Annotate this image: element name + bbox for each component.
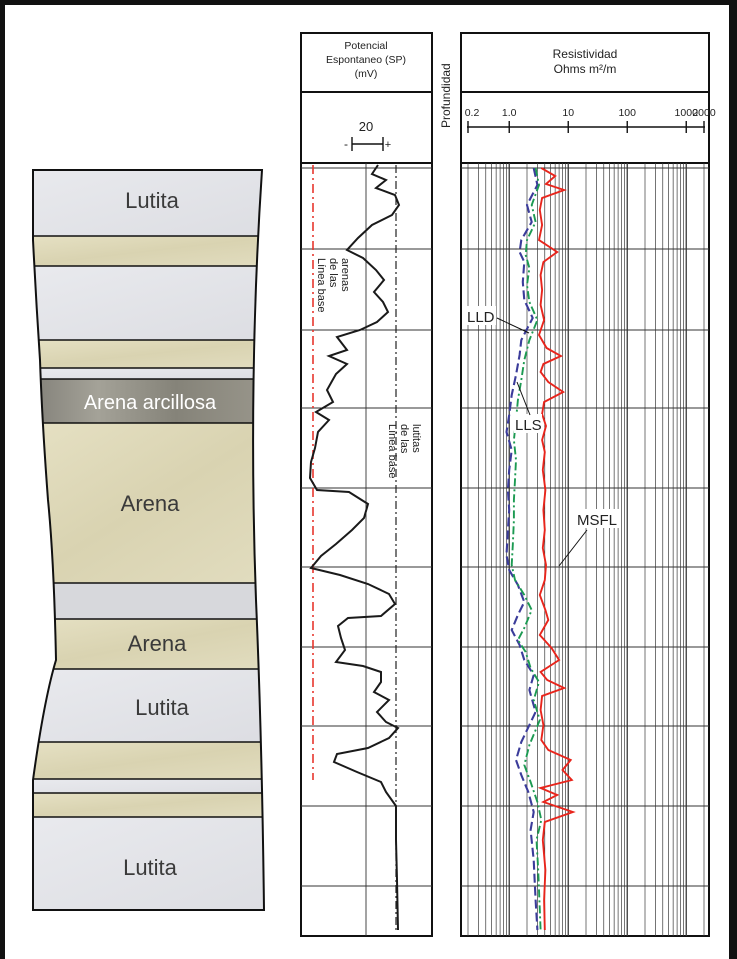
layer-boundaries <box>33 235 264 818</box>
lithology-label-lutita: Lutita <box>135 695 190 720</box>
sp-curve <box>308 164 401 931</box>
lithology-label-arena: Arena <box>128 631 187 656</box>
lithology-label-lutita: Lutita <box>123 855 178 880</box>
lld-curve-label: LLD <box>467 309 495 326</box>
sp-scale-plus: + <box>385 139 391 151</box>
lls-label-bg <box>514 414 542 433</box>
lithology-label-arena-arcillosa: Arena arcillosa <box>84 392 217 414</box>
shale-baseline-label-line1: Línea base <box>386 424 398 478</box>
sp-scale-value: 20 <box>359 119 373 134</box>
sand-layer <box>33 742 264 779</box>
resistivity-depth-gridlines <box>461 167 709 887</box>
shale-baseline-label: Línea base de las lutitas <box>386 424 422 478</box>
lithology-label-lutita: Lutita <box>125 188 180 213</box>
resistivity-track: Resistividad Ohms m²/m 0.2 1.0 10 100 100020… <box>460 32 716 937</box>
sp-track: Potencial Espontaneo (SP) (mV) 20 - + Lí… <box>300 32 433 937</box>
sand-layer <box>33 236 264 266</box>
shale-baseline-label-line3: lutitas <box>410 424 422 453</box>
sp-scale-minus: - <box>344 137 348 151</box>
sand-layer <box>33 793 264 817</box>
sand-layer <box>33 423 264 583</box>
sp-track-frame <box>300 32 433 937</box>
sand-baseline-label-line2: de las <box>327 258 339 288</box>
resistivity-tick-label: 10 <box>562 107 574 119</box>
resistivity-tick-label: 1000 <box>675 107 699 119</box>
shale-layer <box>33 779 264 793</box>
frame-left-border <box>0 0 5 959</box>
sand-baseline-label: Línea base de las arenas <box>315 258 351 312</box>
resistivity-tick-label: 100 <box>618 107 636 119</box>
sp-header-unit: (mV) <box>355 68 378 80</box>
shale-layer <box>33 368 264 379</box>
lithology-column-outline <box>32 169 266 911</box>
shale-baseline-label-line2: de las <box>398 424 410 454</box>
lld-label-pointer <box>496 317 530 334</box>
msfl-curve <box>537 167 576 931</box>
shale-layer <box>33 669 264 742</box>
sp-header-title: Potencial <box>344 40 387 52</box>
msfl-label-bg <box>576 509 620 528</box>
shale-layer <box>33 817 264 910</box>
frame-top-border <box>0 0 737 5</box>
sand-baseline-label-line1: Línea base <box>315 258 327 312</box>
resistivity-track-frame <box>460 32 710 937</box>
resistivity-tick-label: 2000 <box>692 107 716 119</box>
lld-label-bg <box>466 306 496 325</box>
sand-baseline-label-line3: arenas <box>339 258 351 292</box>
shaly-sand-layer <box>33 379 264 423</box>
lls-curve-label: LLS <box>515 417 542 434</box>
resistivity-tick-label: 1.0 <box>502 107 517 119</box>
sand-layer <box>33 619 264 669</box>
sand-layer <box>33 340 264 368</box>
msfl-curve-label: MSFL <box>577 512 617 529</box>
sp-depth-gridlines <box>301 163 432 936</box>
lls-curve <box>510 167 543 931</box>
lls-label-pointer <box>516 381 531 416</box>
lithology-column <box>33 170 264 910</box>
msfl-label-pointer <box>558 529 588 567</box>
shale-layer <box>33 170 264 240</box>
frame-right-border <box>729 0 737 959</box>
sp-scale-bar <box>351 137 384 151</box>
lld-curve <box>505 167 539 931</box>
depth-track-label: Profundidad <box>439 63 453 128</box>
shale-layer <box>33 583 264 619</box>
resistivity-tick-label: 0.2 <box>465 107 480 119</box>
resistivity-header-title: Resistividad <box>553 47 618 61</box>
resistivity-log-gridlines <box>467 163 705 936</box>
shale-layer <box>33 266 264 340</box>
sp-header-subtitle: Espontaneo (SP) <box>326 54 406 66</box>
resistivity-header-unit: Ohms m²/m <box>554 62 617 76</box>
lithology-label-arena: Arena <box>121 491 180 516</box>
